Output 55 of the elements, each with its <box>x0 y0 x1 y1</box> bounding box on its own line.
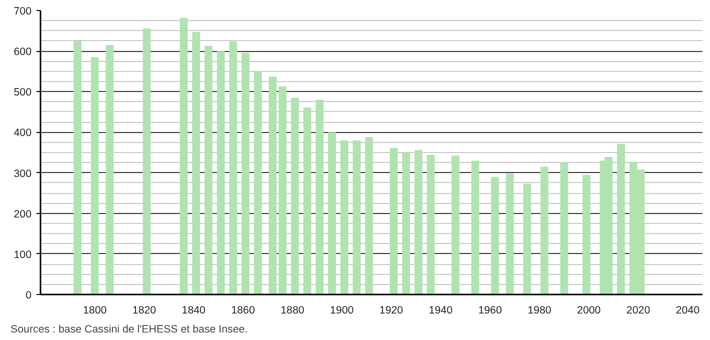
bar <box>268 76 277 294</box>
bar <box>452 156 460 294</box>
x-tick-label: 1900 <box>330 304 354 316</box>
bar <box>216 51 225 294</box>
bar <box>106 44 114 294</box>
bar <box>180 18 188 294</box>
y-tick-label: 600 <box>14 46 32 58</box>
bar <box>617 144 625 294</box>
bar <box>303 107 312 294</box>
bar <box>278 86 287 294</box>
y-tick-label: 0 <box>26 290 32 302</box>
bar <box>365 137 373 294</box>
bar <box>540 166 548 294</box>
y-tick-label: 200 <box>14 208 32 220</box>
bar <box>254 72 262 294</box>
x-tick-label: 1980 <box>528 304 552 316</box>
bar <box>74 40 82 294</box>
bar <box>316 100 324 294</box>
x-tick-label: 1920 <box>379 304 404 316</box>
bar <box>414 150 422 294</box>
bar <box>491 177 499 294</box>
bar <box>390 148 398 294</box>
bar <box>204 46 212 294</box>
x-tick-label: 1960 <box>478 304 502 316</box>
bar <box>471 160 480 294</box>
bar <box>402 152 410 294</box>
bar <box>328 132 336 294</box>
x-tick-label: 1860 <box>231 304 255 316</box>
bar <box>523 184 532 294</box>
x-tick-label: 1800 <box>82 304 107 316</box>
x-tick-label: 2040 <box>676 304 700 316</box>
y-tick-label: 300 <box>14 168 32 180</box>
y-tick-label: 100 <box>14 248 32 261</box>
bar <box>192 32 200 294</box>
bar <box>290 98 299 294</box>
x-tick-label: 1820 <box>132 304 156 316</box>
y-tick-label: 700 <box>14 6 32 18</box>
bar <box>229 41 238 294</box>
bar <box>582 174 590 294</box>
x-tick-label: 2020 <box>626 304 650 316</box>
x-tick-label: 2000 <box>577 304 601 316</box>
bar <box>506 173 514 294</box>
y-tick-label: 400 <box>14 127 32 140</box>
x-tick-label: 1940 <box>428 304 453 316</box>
x-tick-label: 1840 <box>182 304 206 316</box>
bar <box>242 52 250 294</box>
y-tick-label: 500 <box>14 86 32 99</box>
x-tick-label: 1880 <box>280 304 304 316</box>
bar <box>142 28 151 294</box>
bar <box>560 162 568 294</box>
bar <box>340 140 348 294</box>
bar <box>426 154 435 294</box>
bar <box>90 57 99 294</box>
source-note: Sources : base Cassini de l'EHESS et base Insee. <box>10 324 248 336</box>
bar <box>352 140 361 294</box>
